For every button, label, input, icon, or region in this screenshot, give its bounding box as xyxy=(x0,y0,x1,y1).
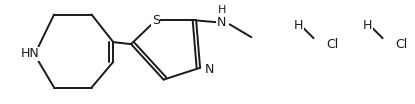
Text: N: N xyxy=(217,16,227,29)
Text: H: H xyxy=(217,5,226,15)
Text: HN: HN xyxy=(21,47,40,60)
Text: N: N xyxy=(205,63,215,76)
Text: Cl: Cl xyxy=(395,38,408,51)
Text: H: H xyxy=(363,19,373,32)
Text: Cl: Cl xyxy=(326,38,339,51)
Text: H: H xyxy=(294,19,303,32)
Text: S: S xyxy=(152,14,160,27)
